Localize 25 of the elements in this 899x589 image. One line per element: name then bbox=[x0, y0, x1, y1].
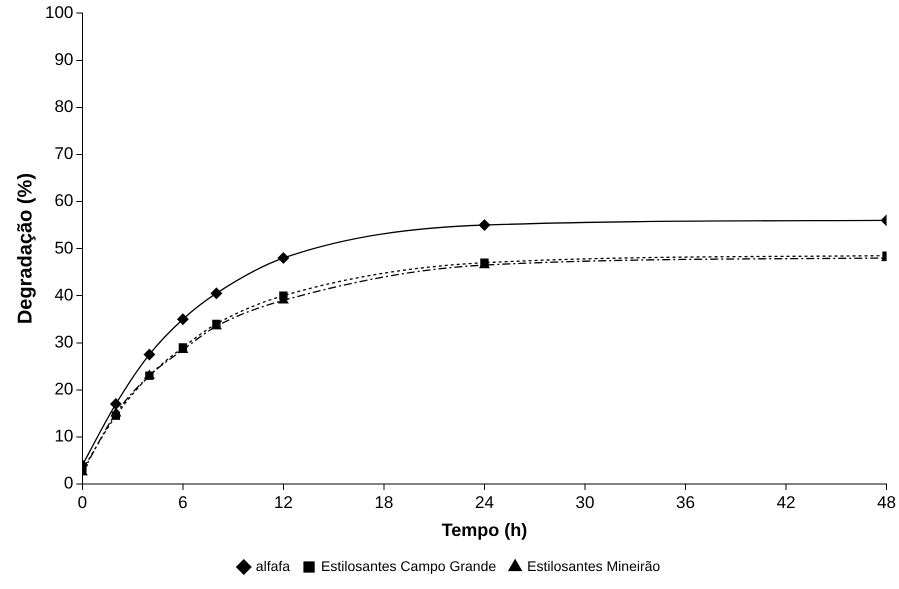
y-tick-label: 70 bbox=[54, 144, 74, 164]
legend-label: Estilosantes Mineirão bbox=[527, 558, 660, 574]
x-tick-label: 30 bbox=[576, 492, 594, 512]
y-tick-label: 60 bbox=[54, 191, 74, 210]
y-tick-label: 30 bbox=[54, 332, 74, 352]
x-tick-label: 42 bbox=[776, 492, 796, 512]
y-tick-label: 10 bbox=[54, 426, 74, 446]
y-tick-label: 50 bbox=[54, 238, 74, 258]
x-tick-label: 0 bbox=[78, 492, 88, 512]
y-tick-label: 40 bbox=[54, 285, 74, 304]
legend-label: alfafa bbox=[256, 558, 290, 574]
x-tick-label: 48 bbox=[877, 492, 896, 512]
y-tick-label: 20 bbox=[54, 380, 74, 399]
y-axis-title: Degradação (%) bbox=[14, 173, 37, 324]
y-tick-label: 100 bbox=[44, 2, 74, 22]
x-tick-label: 18 bbox=[374, 492, 394, 512]
y-tick-label: 90 bbox=[54, 50, 74, 69]
legend-label: Estilosantes Campo Grande bbox=[321, 558, 496, 574]
x-axis-title: Tempo (h) bbox=[442, 520, 528, 540]
x-tick-label: 12 bbox=[274, 492, 293, 512]
x-tick-label: 36 bbox=[676, 492, 695, 512]
y-tick-label: 0 bbox=[64, 474, 74, 493]
x-tick-label: 6 bbox=[178, 492, 188, 512]
y-tick-label: 80 bbox=[54, 97, 74, 116]
x-tick-label: 24 bbox=[474, 492, 494, 512]
